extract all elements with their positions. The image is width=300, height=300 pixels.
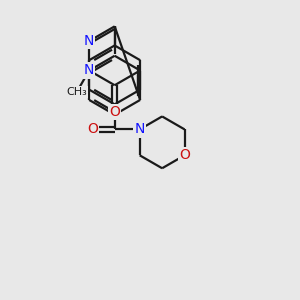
Text: N: N — [134, 122, 145, 136]
Text: O: O — [109, 105, 120, 119]
Text: CH₃: CH₃ — [66, 87, 87, 97]
Text: N: N — [84, 64, 94, 77]
Text: O: O — [87, 122, 98, 136]
Text: O: O — [179, 148, 190, 162]
Text: N: N — [84, 34, 94, 48]
